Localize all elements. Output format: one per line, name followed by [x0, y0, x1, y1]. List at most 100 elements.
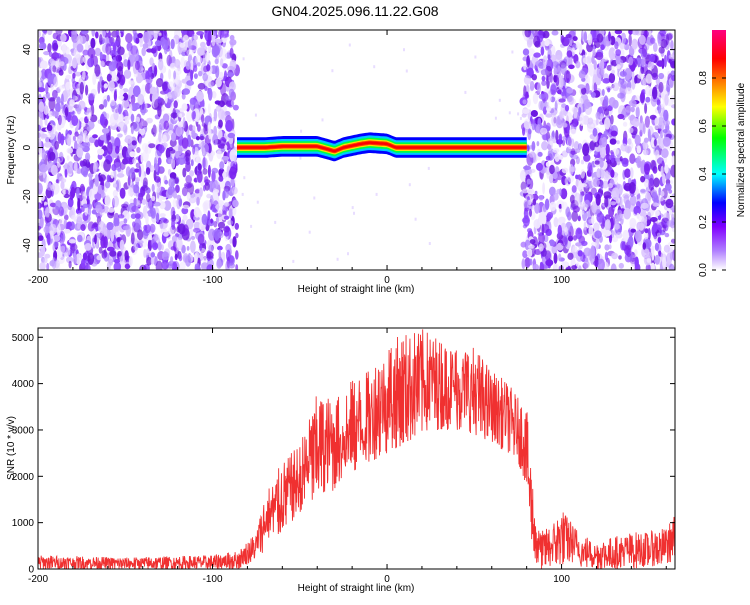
noise-blob	[520, 170, 526, 178]
noise-blob	[643, 178, 650, 188]
noise-blob	[77, 197, 81, 211]
noise-blob	[642, 242, 647, 250]
noise-blob	[50, 83, 54, 91]
noise-blob	[174, 59, 181, 68]
noise-blob	[94, 47, 101, 57]
noise-blob	[98, 246, 103, 254]
noise-blob	[568, 64, 575, 70]
noise-blob	[234, 155, 238, 165]
noise-blob	[213, 45, 220, 56]
noise-blob	[629, 217, 637, 228]
noise-blob	[157, 105, 162, 118]
noise-blob	[40, 60, 48, 69]
noise-blob	[234, 222, 239, 230]
noise-blob	[202, 156, 206, 170]
noise-blob	[600, 44, 605, 51]
noise-blob	[155, 181, 162, 193]
noise-blob	[532, 92, 539, 105]
noise-blob	[137, 240, 144, 245]
noise-blob	[113, 108, 119, 121]
noise-blob	[593, 60, 597, 70]
noise-blob	[179, 113, 183, 118]
noise-blob	[577, 215, 581, 222]
noise-blob	[83, 130, 88, 135]
noise-blob	[127, 59, 131, 71]
noise-blob	[45, 136, 50, 143]
noise-blob	[43, 51, 51, 56]
noise-blob	[207, 164, 211, 178]
noise-blob	[76, 104, 82, 115]
noise-blob	[549, 201, 557, 212]
noise-blob	[522, 188, 529, 194]
spectrogram-noise-field	[38, 30, 675, 270]
noise-blob	[549, 72, 553, 83]
noise-blob	[225, 243, 232, 253]
noise-blob	[561, 150, 568, 158]
noise-blob	[51, 257, 57, 270]
noise-blob	[118, 55, 122, 62]
noise-blob	[86, 107, 92, 120]
noise-blob	[611, 187, 620, 201]
noise-blob	[134, 177, 141, 183]
noise-blob	[214, 137, 218, 145]
noise-blob	[54, 140, 59, 150]
noise-blob	[68, 69, 73, 74]
noise-blob	[38, 209, 43, 220]
noise-blob	[164, 179, 169, 185]
noise-blob	[170, 38, 175, 50]
noise-blob	[650, 37, 656, 44]
noise-blob	[213, 221, 218, 228]
noise-blob	[604, 196, 609, 208]
noise-blob	[79, 160, 84, 167]
noise-blob	[604, 219, 611, 232]
noise-speck	[274, 220, 277, 224]
noise-blob	[542, 182, 545, 195]
noise-blob	[584, 199, 590, 208]
noise-blob	[206, 193, 212, 199]
noise-blob	[121, 203, 129, 209]
noise-blob	[536, 123, 541, 134]
noise-blob	[223, 226, 231, 233]
noise-blob	[150, 238, 157, 248]
noise-blob	[649, 53, 656, 63]
noise-blob	[49, 202, 57, 208]
noise-blob	[81, 123, 86, 127]
noise-blob	[43, 30, 48, 35]
noise-blob	[128, 168, 135, 179]
noise-blob	[572, 205, 580, 213]
noise-blob	[54, 200, 62, 211]
noise-blob	[636, 222, 641, 231]
noise-blob	[600, 113, 604, 121]
noise-blob	[181, 103, 188, 111]
noise-blob	[192, 125, 196, 131]
noise-blob	[668, 54, 675, 60]
noise-blob	[540, 127, 548, 135]
noise-blob	[137, 200, 141, 206]
noise-blob	[74, 131, 79, 137]
noise-blob	[561, 201, 568, 210]
noise-blob	[111, 75, 119, 82]
noise-blob	[573, 141, 580, 151]
noise-speck	[428, 242, 431, 245]
noise-blob	[226, 72, 235, 77]
noise-blob	[137, 32, 143, 39]
noise-blob	[171, 261, 178, 270]
noise-blob	[107, 141, 113, 155]
noise-blob	[228, 136, 234, 145]
noise-blob	[566, 87, 574, 94]
noise-blob	[232, 199, 239, 208]
noise-blob	[547, 48, 552, 61]
noise-blob	[56, 123, 62, 131]
noise-blob	[654, 242, 660, 251]
noise-blob	[192, 145, 196, 155]
noise-blob	[662, 173, 666, 185]
noise-blob	[188, 124, 194, 131]
noise-blob	[527, 48, 535, 57]
noise-blob	[122, 225, 131, 231]
noise-blob	[541, 223, 550, 234]
noise-blob	[229, 47, 234, 59]
noise-blob	[655, 77, 661, 85]
noise-blob	[95, 31, 99, 39]
noise-blob	[128, 103, 133, 114]
noise-blob	[557, 89, 562, 95]
